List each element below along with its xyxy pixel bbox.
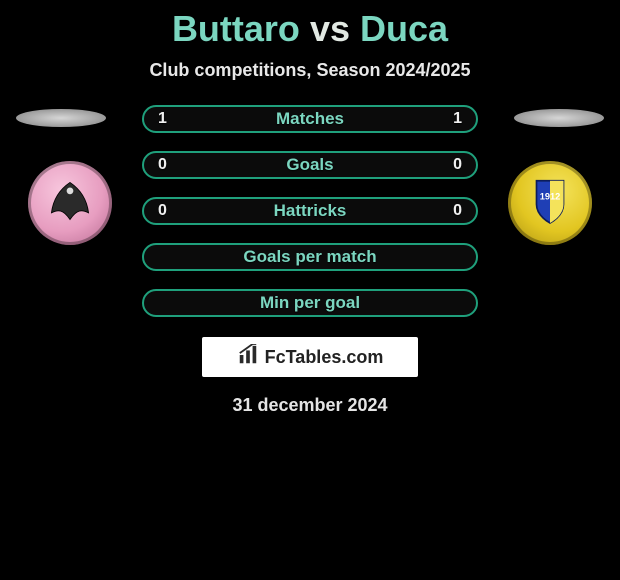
stat-row-matches: 1 Matches 1 bbox=[142, 105, 478, 133]
eagle-icon bbox=[43, 174, 97, 233]
platform-left bbox=[16, 109, 106, 127]
bar-chart-icon bbox=[237, 344, 259, 371]
stat-value-left: 1 bbox=[158, 110, 167, 128]
svg-text:1912: 1912 bbox=[540, 191, 561, 201]
shield-icon: 1912 bbox=[523, 174, 577, 233]
stat-value-right: 0 bbox=[453, 202, 462, 220]
vs-label: vs bbox=[310, 8, 350, 49]
player2-name: Duca bbox=[360, 8, 448, 49]
stat-row-hattricks: 0 Hattricks 0 bbox=[142, 197, 478, 225]
player1-name: Buttaro bbox=[172, 8, 300, 49]
stat-row-goals: 0 Goals 0 bbox=[142, 151, 478, 179]
stat-label: Matches bbox=[276, 109, 344, 129]
stat-value-right: 0 bbox=[453, 156, 462, 174]
stat-row-min-per-goal: Min per goal bbox=[142, 289, 478, 317]
stat-label: Hattricks bbox=[274, 201, 347, 221]
platform-right bbox=[514, 109, 604, 127]
palermo-crest bbox=[28, 161, 112, 245]
stat-value-left: 0 bbox=[158, 202, 167, 220]
stat-value-left: 0 bbox=[158, 156, 167, 174]
stat-label: Goals per match bbox=[243, 247, 376, 267]
stat-bars: 1 Matches 1 0 Goals 0 0 Hattricks 0 Goal… bbox=[142, 105, 478, 317]
stat-label: Min per goal bbox=[260, 293, 360, 313]
stat-row-goals-per-match: Goals per match bbox=[142, 243, 478, 271]
brand-text: FcTables.com bbox=[265, 347, 384, 368]
modena-crest: 1912 bbox=[508, 161, 592, 245]
stat-label: Goals bbox=[286, 155, 333, 175]
subtitle: Club competitions, Season 2024/2025 bbox=[0, 60, 620, 81]
page-title: Buttaro vs Duca bbox=[0, 0, 620, 50]
date-label: 31 december 2024 bbox=[0, 395, 620, 416]
comparison-stage: 1912 1 Matches 1 0 Goals 0 0 Hattricks 0… bbox=[0, 105, 620, 416]
stat-value-right: 1 bbox=[453, 110, 462, 128]
brand-badge: FcTables.com bbox=[202, 337, 418, 377]
